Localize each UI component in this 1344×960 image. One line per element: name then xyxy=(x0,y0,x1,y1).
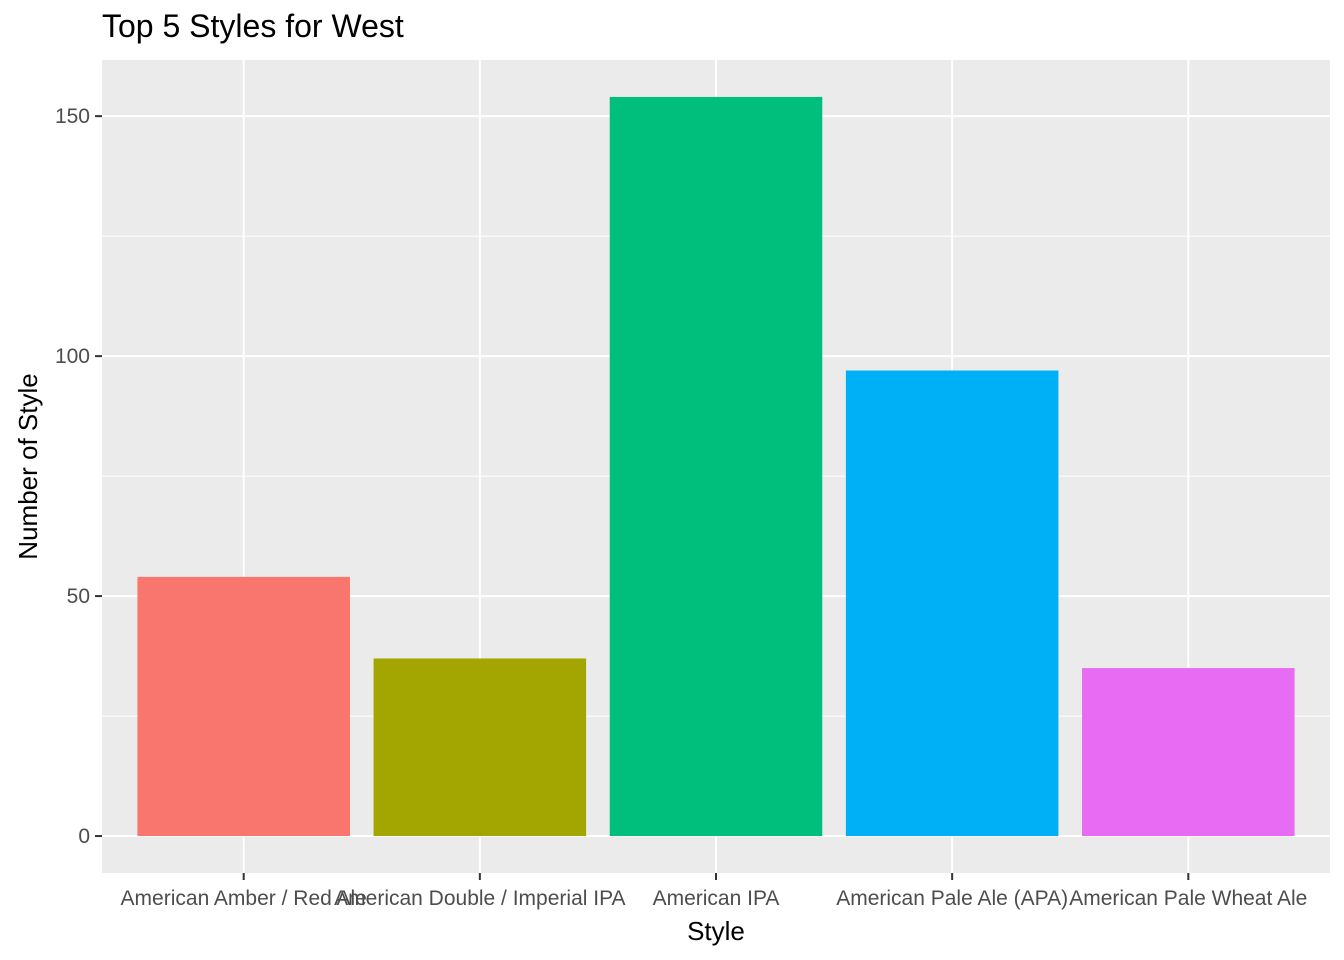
y-tick-label: 150 xyxy=(55,105,90,128)
x-tick-label: American IPA xyxy=(653,887,780,910)
bar xyxy=(137,576,350,837)
bars xyxy=(137,96,1295,837)
y-tick-label: 100 xyxy=(55,345,90,368)
bar xyxy=(373,658,587,837)
bar xyxy=(609,96,823,837)
y-axis-title: Number of Style xyxy=(13,373,43,559)
x-tick-label: American Pale Ale (APA) xyxy=(836,887,1068,910)
y-tick-label: 50 xyxy=(67,585,90,608)
bar xyxy=(1082,668,1295,837)
x-tick-label: American Amber / Red Ale xyxy=(121,887,367,910)
y-axis: 0 50 100 150 xyxy=(55,105,102,848)
x-tick-label: American Double / Imperial IPA xyxy=(334,887,625,910)
chart-title: Top 5 Styles for West xyxy=(102,8,404,44)
bar xyxy=(845,370,1059,837)
x-axis-title: Style xyxy=(687,916,745,946)
x-tick-label: American Pale Wheat Ale xyxy=(1069,887,1307,910)
y-tick-label: 0 xyxy=(78,825,90,848)
